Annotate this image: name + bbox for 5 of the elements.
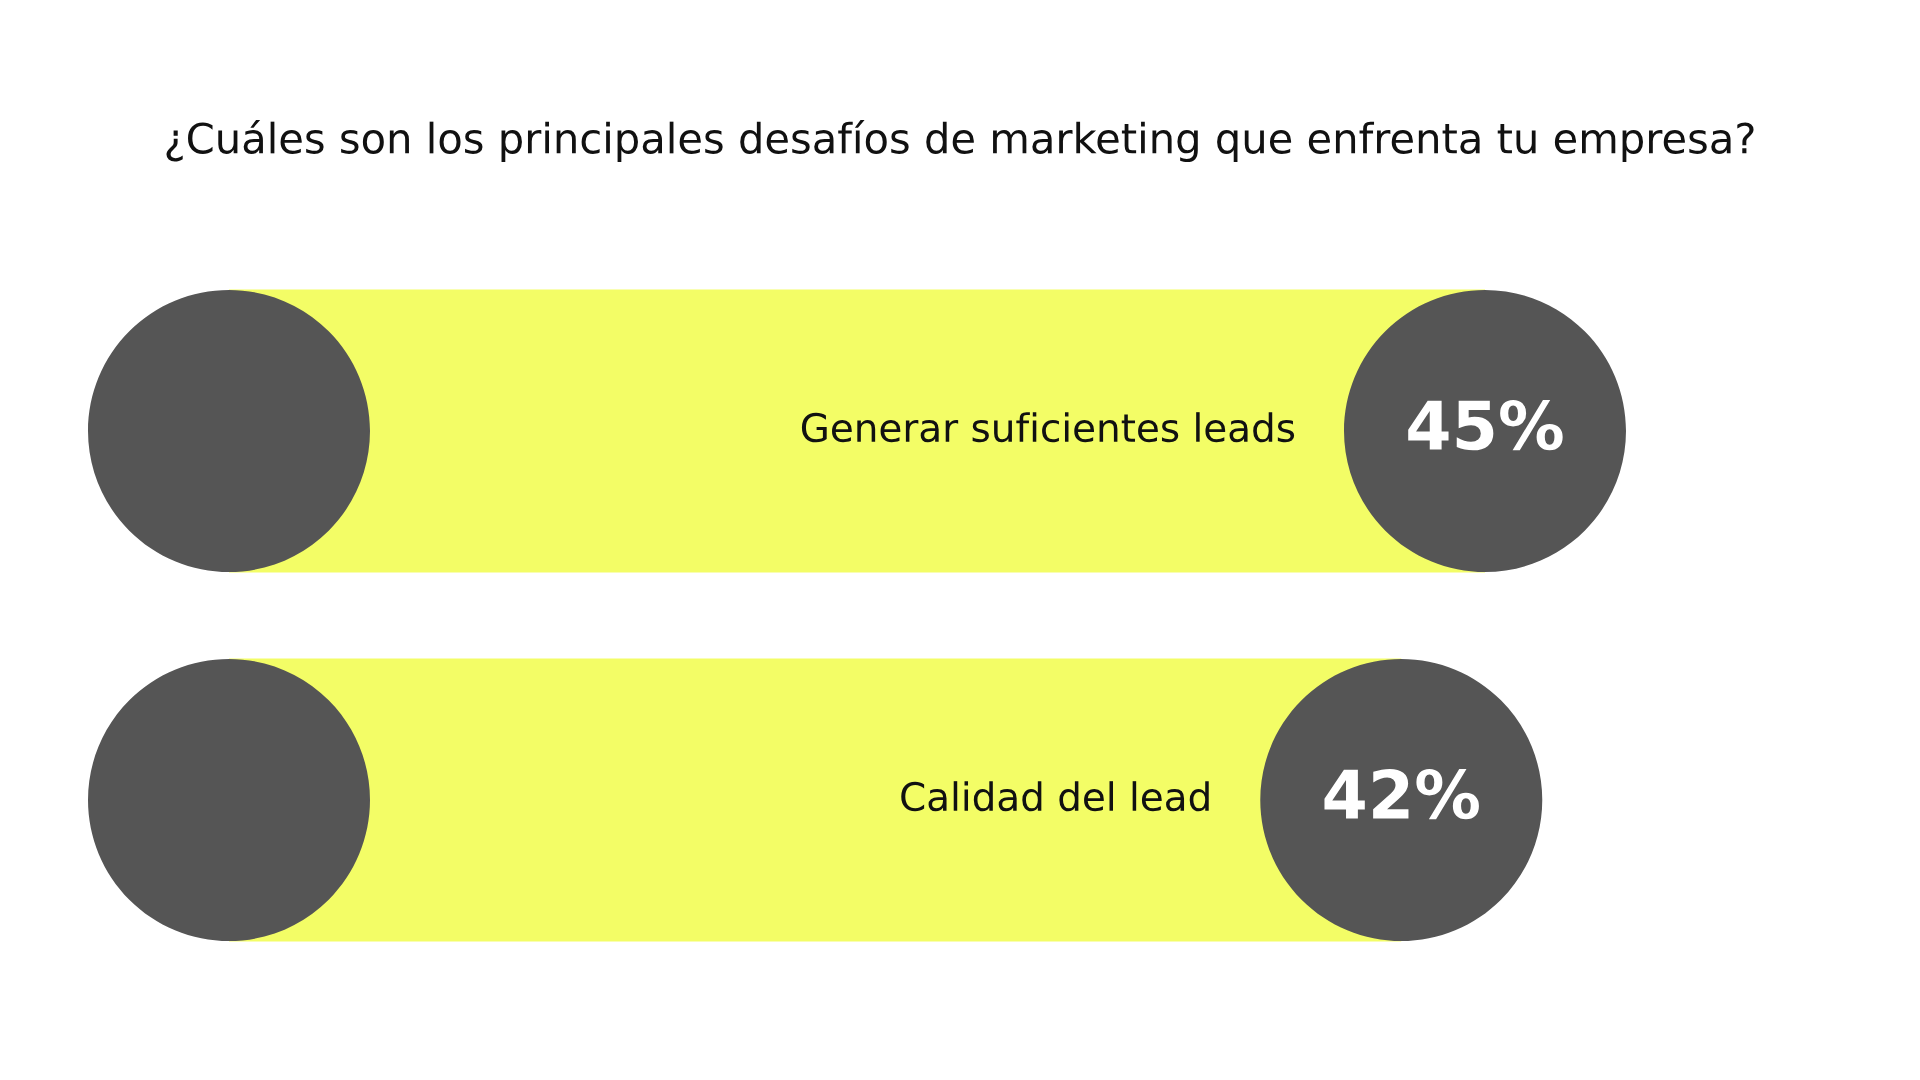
y-tick-label: Calidad del lead (901, 781, 1209, 812)
data-label: 42% (1324, 768, 1479, 820)
y-tick-label: Generar suficientes leads (801, 412, 1295, 443)
chart-title: ¿Cuáles son los principales desafíos de marketing que enfrenta tu empresa? (166, 120, 1754, 162)
data-label: 45% (1408, 399, 1563, 451)
